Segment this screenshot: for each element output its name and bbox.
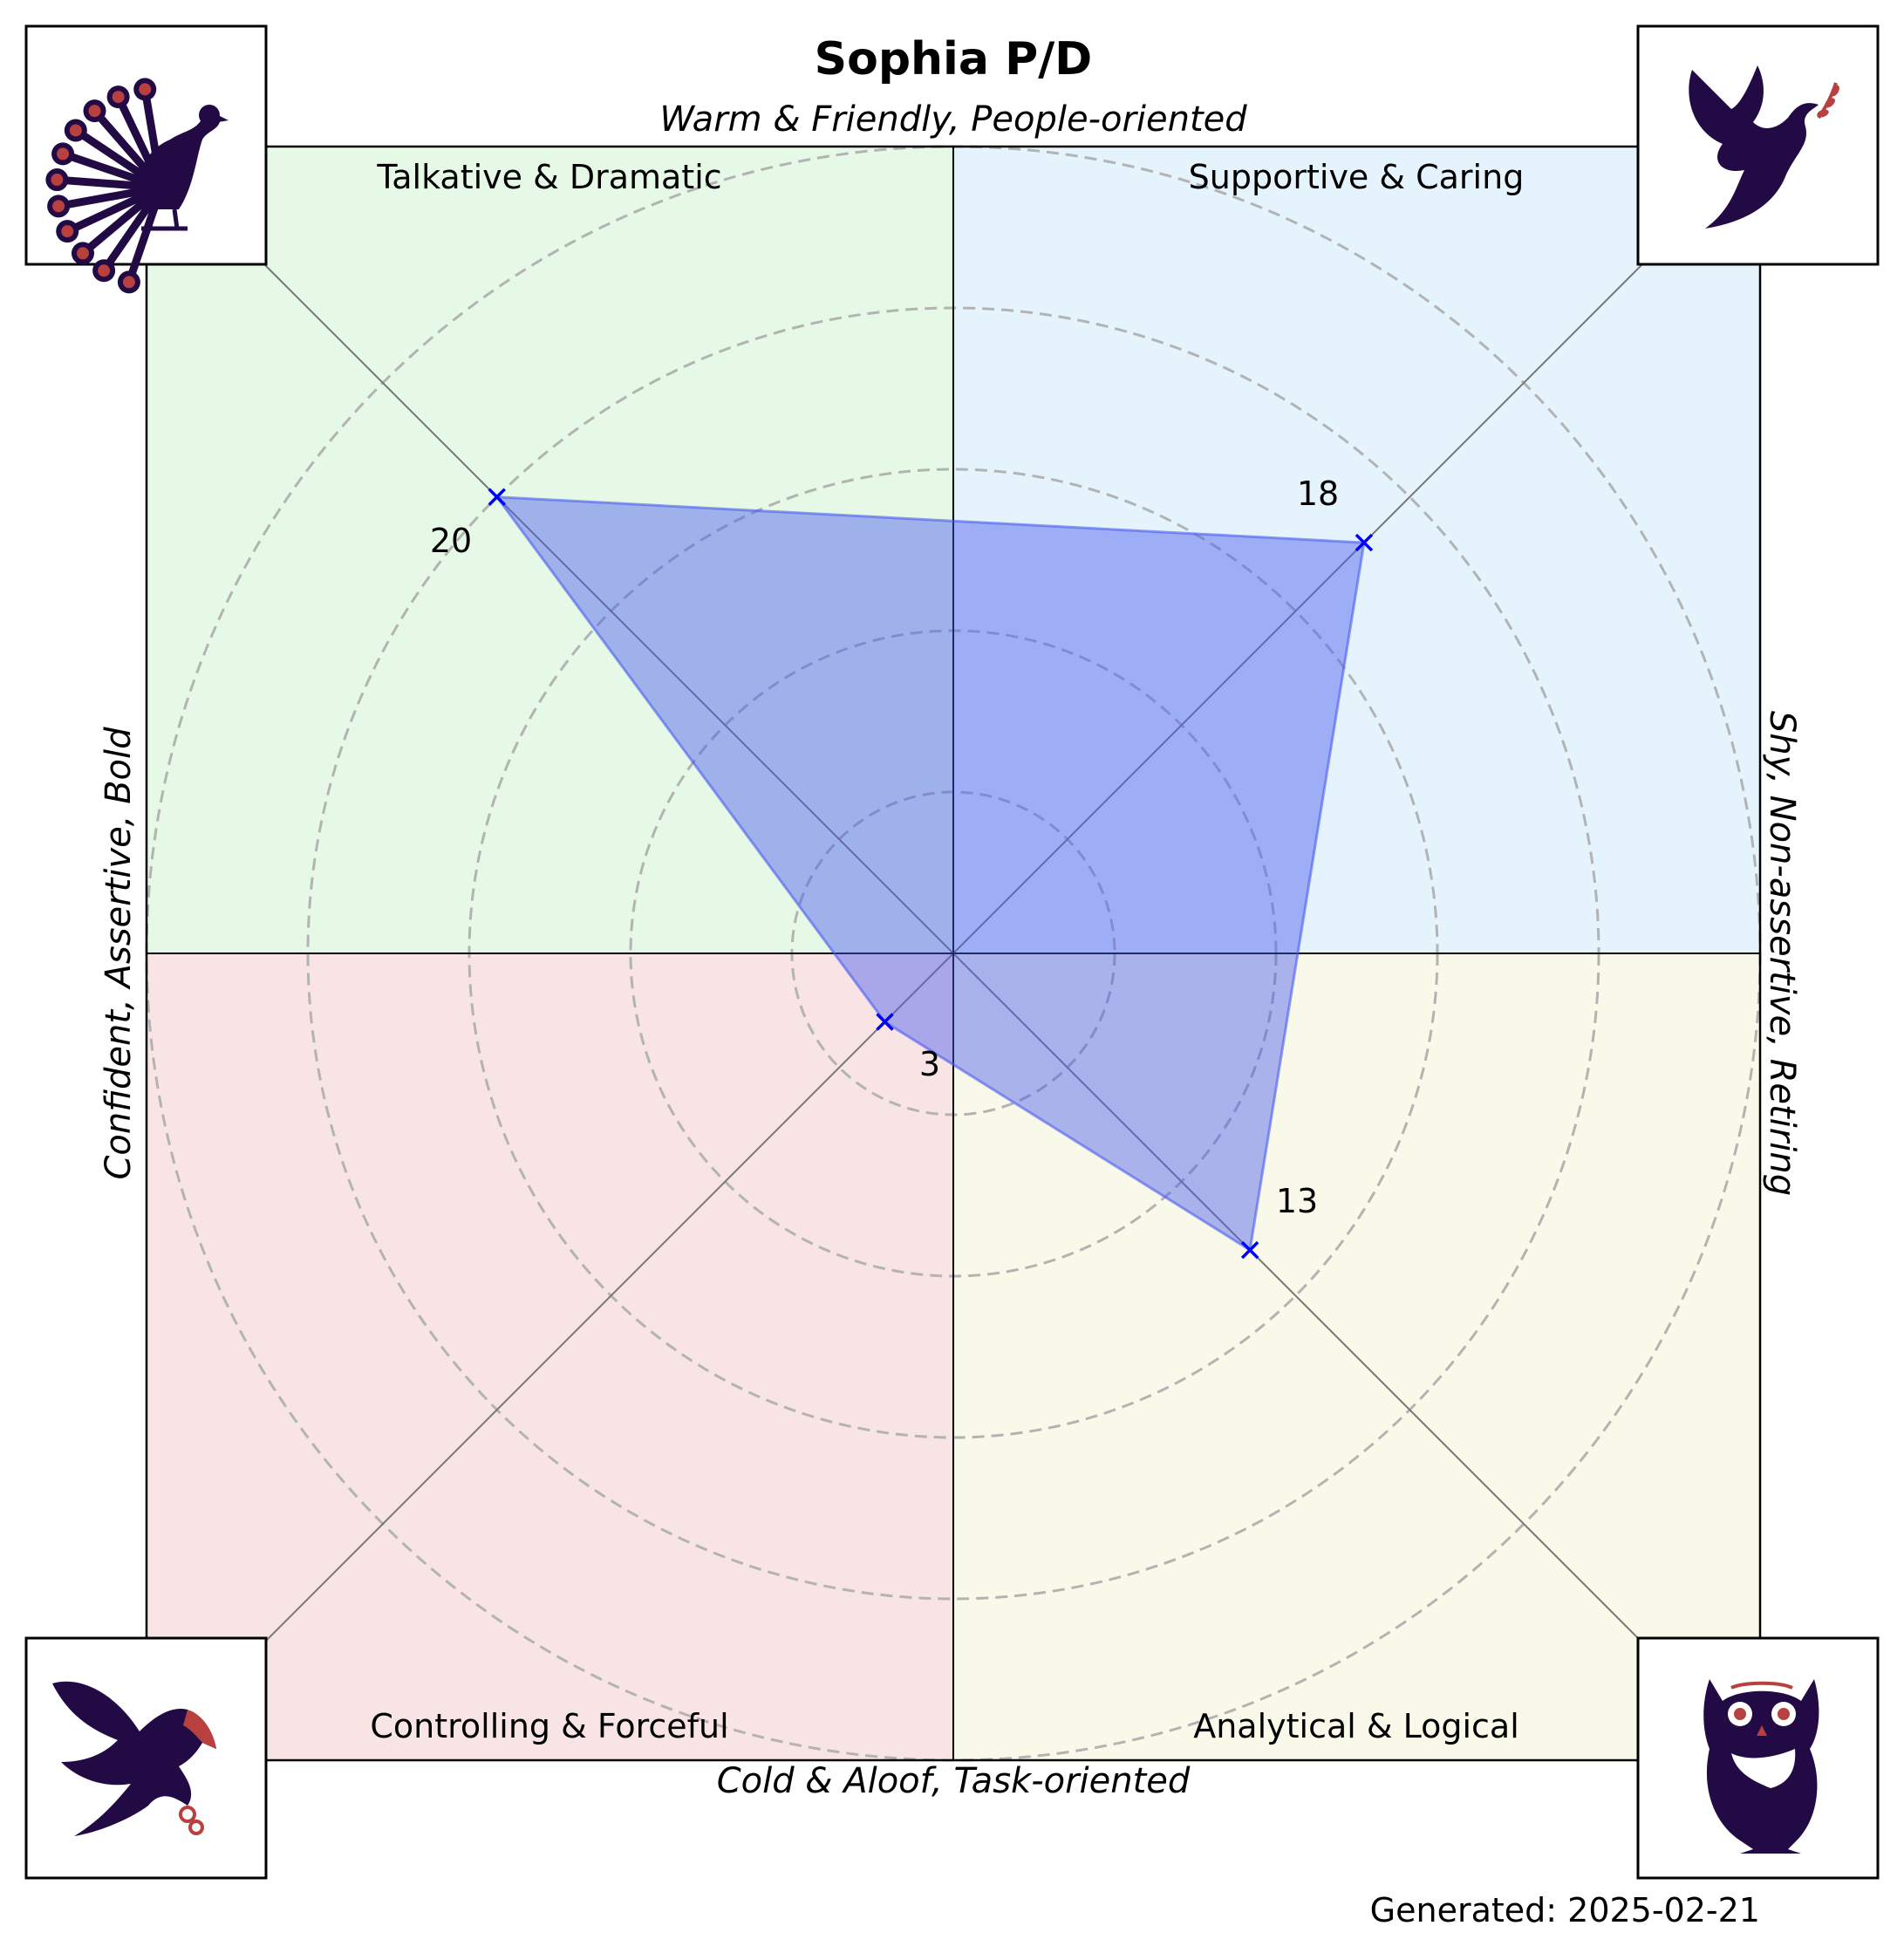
axis-label-left: Confident, Assertive, Bold bbox=[99, 727, 139, 1180]
value-label-talkative: 20 bbox=[430, 522, 472, 560]
data-point-bottom-left bbox=[876, 1013, 894, 1031]
quadrant-label-talkative: Talkative & Dramatic bbox=[376, 158, 721, 196]
axis-label-right: Shy, Non-assertive, Retiring bbox=[1762, 711, 1802, 1196]
value-label-analytical: 13 bbox=[1276, 1182, 1318, 1220]
data-point-bottom-right bbox=[1240, 1240, 1259, 1260]
dove-icon bbox=[1636, 24, 1880, 266]
quadrant-label-controlling: Controlling & Forceful bbox=[370, 1707, 728, 1745]
generated-date: Generated: 2025-02-21 bbox=[1370, 1891, 1760, 1929]
value-label-controlling: 3 bbox=[919, 1045, 940, 1083]
axis-label-top: Warm & Friendly, People-oriented bbox=[659, 99, 1247, 140]
data-point-top-left bbox=[488, 488, 506, 506]
data-markers bbox=[488, 488, 1374, 1260]
quadrant-label-supportive: Supportive & Caring bbox=[1189, 158, 1525, 196]
eagle-icon bbox=[24, 1636, 268, 1880]
owl-icon bbox=[1636, 1636, 1880, 1880]
quadrant-label-analytical: Analytical & Logical bbox=[1193, 1707, 1519, 1745]
peacock-icon bbox=[24, 24, 268, 294]
data-point-top-right bbox=[1355, 533, 1374, 552]
value-label-supportive: 18 bbox=[1297, 475, 1339, 513]
chart-title: Sophia P/D bbox=[815, 33, 1093, 85]
axis-label-bottom: Cold & Aloof, Task-oriented bbox=[717, 1761, 1191, 1801]
